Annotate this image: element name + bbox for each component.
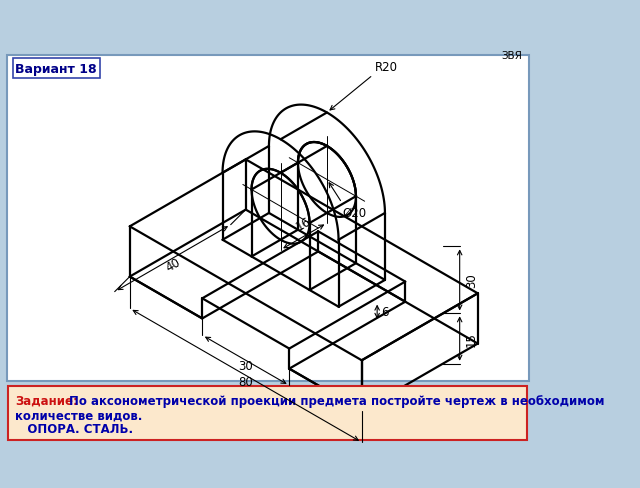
Text: Вариант 18: Вариант 18 <box>15 62 97 76</box>
Text: 80: 80 <box>238 375 253 388</box>
Bar <box>13 59 100 79</box>
Text: 16: 16 <box>294 214 314 233</box>
Text: 30: 30 <box>465 273 477 288</box>
Text: 6: 6 <box>381 305 389 319</box>
Text: R20: R20 <box>374 61 397 74</box>
Text: 30: 30 <box>238 359 253 372</box>
Text: количестве видов.: количестве видов. <box>15 408 143 421</box>
Bar <box>6 56 529 382</box>
Text: Ø20: Ø20 <box>343 207 367 220</box>
Text: По аксонометрической проекции предмета постройте чертеж в необходимом: По аксонометрической проекции предмета п… <box>68 394 604 407</box>
Text: 40: 40 <box>163 255 182 274</box>
Text: ЗВЯ: ЗВЯ <box>502 51 522 61</box>
Text: Задание:: Задание: <box>15 394 78 407</box>
Text: 15: 15 <box>465 331 477 346</box>
Bar <box>8 386 527 440</box>
Text: ОПОРА. СТАЛЬ.: ОПОРА. СТАЛЬ. <box>15 423 133 435</box>
